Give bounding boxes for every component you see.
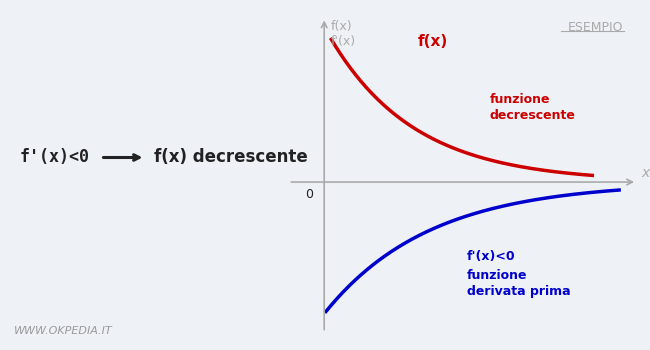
Text: f(x) decrescente: f(x) decrescente	[154, 148, 307, 167]
Text: ESEMPIO: ESEMPIO	[568, 21, 623, 34]
Text: funzione: funzione	[467, 269, 528, 282]
Text: WWW.OKPEDIA.IT: WWW.OKPEDIA.IT	[14, 326, 112, 336]
Text: derivata prima: derivata prima	[467, 286, 571, 299]
Text: f'(x)<0: f'(x)<0	[20, 148, 90, 167]
Text: x: x	[642, 166, 650, 180]
Text: f(x): f(x)	[330, 20, 352, 33]
Text: 0: 0	[306, 188, 313, 201]
Text: f(x): f(x)	[418, 34, 448, 49]
Text: decrescente: decrescente	[489, 109, 575, 122]
Text: funzione: funzione	[489, 93, 550, 106]
Text: f'(x)<0: f'(x)<0	[467, 250, 516, 263]
Text: f'(x): f'(x)	[330, 35, 356, 48]
